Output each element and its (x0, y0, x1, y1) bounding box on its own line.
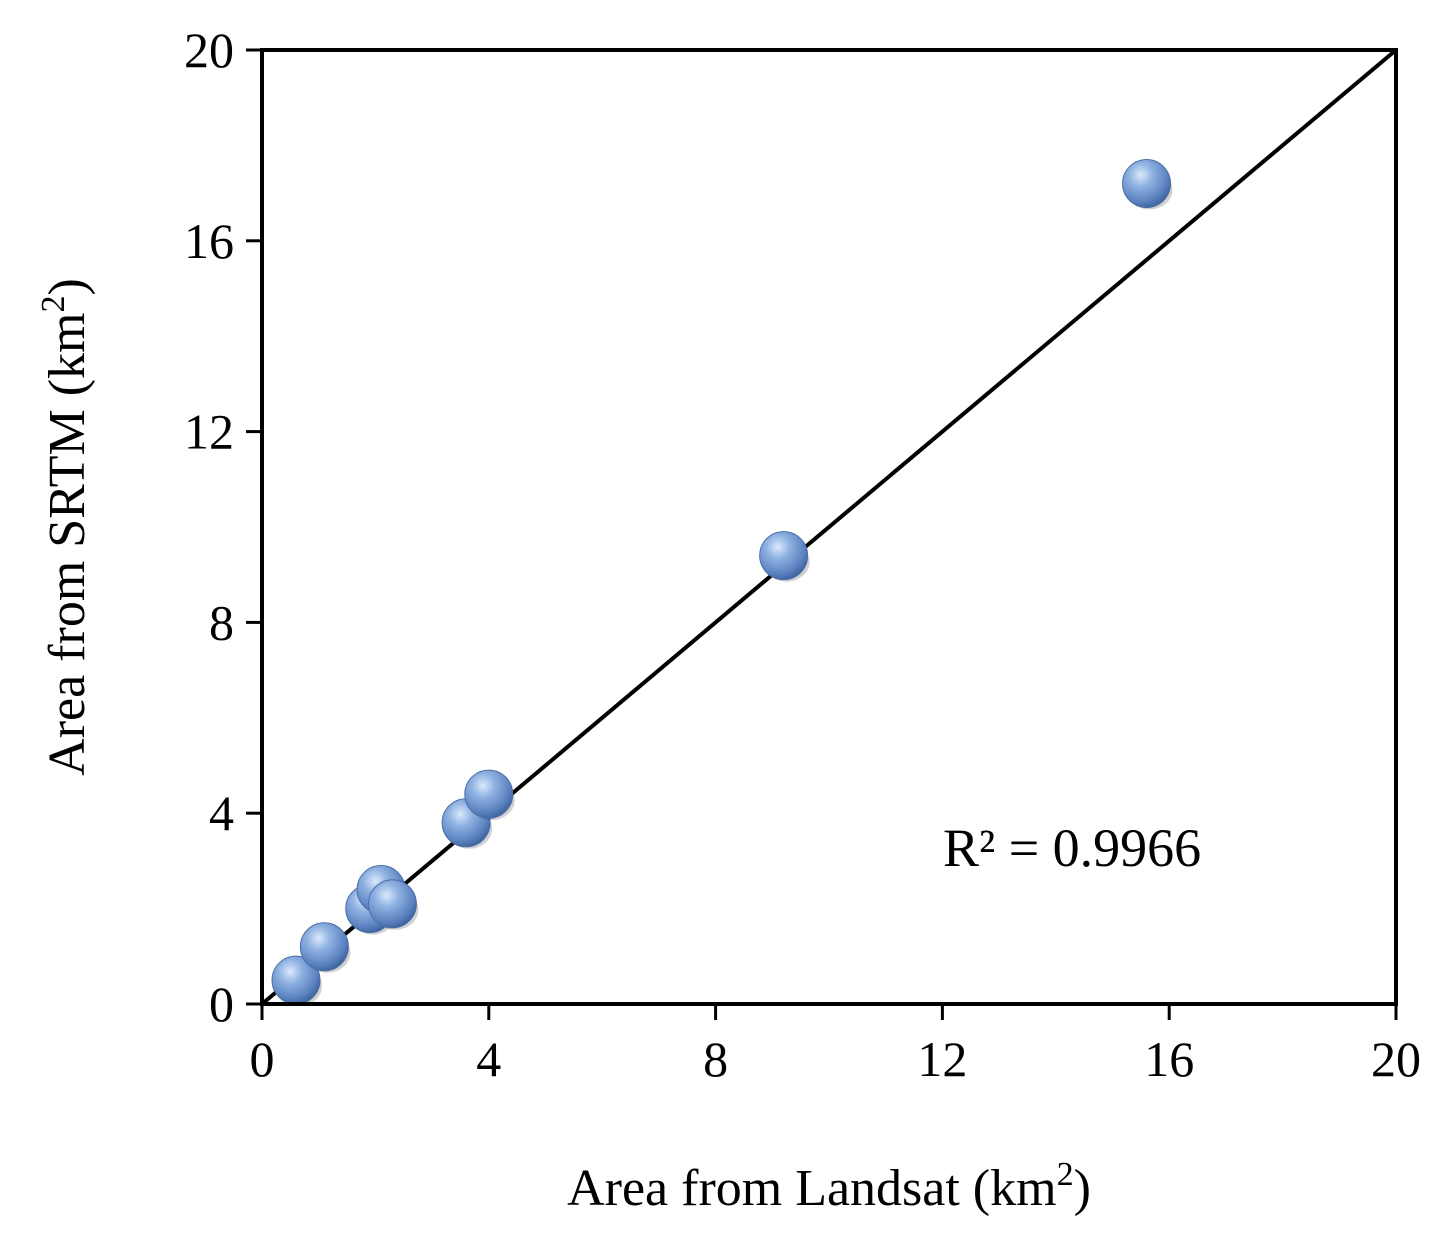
y-tick-label: 4 (209, 785, 234, 841)
data-point (441, 798, 493, 849)
data-point-sphere (367, 879, 417, 929)
y-tick-label: 12 (184, 404, 234, 460)
one-to-one-line (260, 48, 1398, 1006)
y-axis-ticks: 0 4 8 12 16 20 (184, 22, 262, 1032)
y-axis-title: Area from SRTM (km2) (35, 278, 96, 776)
data-point (1122, 159, 1173, 210)
x-tick-label: 20 (1371, 1031, 1421, 1087)
x-tick-label: 0 (250, 1031, 275, 1087)
data-point-sphere (464, 769, 514, 819)
x-axis-ticks: 0 4 8 12 16 20 (250, 1004, 1421, 1087)
y-tick-label: 20 (184, 22, 234, 78)
data-point (464, 769, 515, 821)
data-point (299, 922, 351, 973)
reference-line-layer (260, 48, 1398, 1006)
data-point (759, 531, 810, 582)
data-point (367, 879, 419, 930)
data-point-sphere (1122, 159, 1172, 209)
x-axis-title-sup: 2 (1057, 1156, 1074, 1193)
plot-frame (260, 48, 1398, 1006)
x-tick-label: 12 (917, 1031, 967, 1087)
x-tick-label: 16 (1144, 1031, 1194, 1087)
data-point-sphere (299, 922, 349, 972)
r-squared-annotation: R² = 0.9966 (943, 818, 1201, 878)
x-axis-title-end: ) (1074, 1160, 1091, 1217)
y-tick-label: 0 (209, 976, 234, 1032)
x-axis-title: Area from Landsat (km2) (567, 1156, 1091, 1217)
data-points (271, 159, 1173, 1007)
data-point-sphere (759, 531, 809, 581)
y-tick-label: 16 (184, 213, 234, 269)
x-tick-label: 4 (476, 1031, 501, 1087)
x-tick-label: 8 (703, 1031, 728, 1087)
y-tick-label: 8 (209, 594, 234, 650)
y-axis-title-sup: 2 (35, 295, 72, 312)
y-axis-title-end: ) (39, 278, 96, 295)
